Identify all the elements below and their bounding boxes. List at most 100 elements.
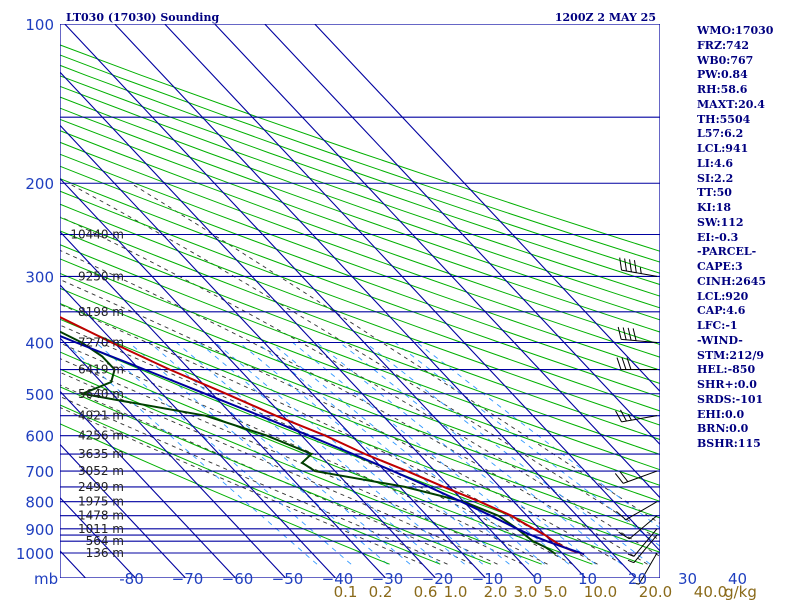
wind-barb-flag xyxy=(615,410,622,423)
moist-adiabat xyxy=(60,279,623,565)
isotherm xyxy=(261,552,286,578)
height-label: 3052 m xyxy=(78,464,124,478)
mixing-ratio-label: 0.1 xyxy=(334,583,358,600)
temperature-label: −30 xyxy=(372,570,404,588)
stat-item: WMO:17030 xyxy=(697,24,774,37)
mixing-ratio-label: 0.6 xyxy=(414,583,438,600)
height-label: 5640 m xyxy=(78,387,124,401)
pressure-label: 700 xyxy=(25,463,54,481)
stat-item: RH:58.6 xyxy=(697,83,748,96)
stat-item: TH:5504 xyxy=(697,112,751,126)
stat-item: SRDS:-101 xyxy=(697,392,764,406)
pressure-label: 300 xyxy=(25,268,54,286)
height-label: 1975 m xyxy=(78,495,124,509)
isotherm xyxy=(60,443,163,554)
pressure-label: 200 xyxy=(25,175,54,193)
mixing-ratio-line xyxy=(365,342,651,565)
stat-item: SW:112 xyxy=(697,215,744,229)
mixing-ratio-line xyxy=(238,342,510,565)
wind-barb-flag xyxy=(619,471,629,482)
mixing-ratio-line xyxy=(316,342,596,565)
mixing-ratio-line xyxy=(176,342,441,565)
parcel-line xyxy=(60,334,585,556)
wind-barb-flag xyxy=(632,328,637,341)
dry-adiabat xyxy=(60,258,660,486)
temperature-line xyxy=(60,315,585,556)
pressure-label: 900 xyxy=(25,521,54,539)
wind-barb xyxy=(632,552,658,585)
wind-barb-staff xyxy=(625,501,658,521)
isotherm xyxy=(60,230,363,554)
stat-item: LCL:941 xyxy=(697,142,749,155)
isotherm xyxy=(211,552,236,578)
wind-barb-staff xyxy=(638,552,658,585)
wind-barb-flag xyxy=(627,327,632,341)
wind-barb xyxy=(627,534,658,564)
isotherm xyxy=(0,0,12,553)
wind-barb xyxy=(616,501,658,521)
isotherm xyxy=(263,24,660,446)
wind-barb xyxy=(618,515,658,540)
pressure-label: 400 xyxy=(25,334,54,352)
stat-item: -WIND- xyxy=(697,333,743,347)
wind-barb xyxy=(616,357,657,371)
moist-adiabat xyxy=(60,396,448,565)
stat-item: EHI:0.0 xyxy=(697,407,745,421)
isotherm xyxy=(60,390,213,554)
dry-adiabat xyxy=(60,386,492,565)
dry-adiabat xyxy=(60,64,660,274)
moist-adiabat xyxy=(68,182,660,541)
stat-item: LI:4.6 xyxy=(697,156,734,170)
isotherm xyxy=(113,24,613,554)
wind-barb xyxy=(627,528,658,557)
stat-item: EI:-0.3 xyxy=(697,230,739,244)
stat-item: -PARCEL- xyxy=(697,245,757,259)
mixing-ratio-label: 3.0 xyxy=(514,583,538,600)
mixing-ratio-line xyxy=(416,342,660,529)
mixing-ratio-line xyxy=(214,342,484,565)
dry-adiabat xyxy=(60,130,660,346)
stat-item: BRN:0.0 xyxy=(697,422,749,436)
dry-adiabat xyxy=(60,118,660,333)
dry-adiabat xyxy=(60,96,660,309)
stat-item: TT:50 xyxy=(697,186,732,200)
stat-item: SHR+:0.0 xyxy=(697,378,757,391)
moist-adiabat xyxy=(60,342,548,565)
stat-item: HEL:-850 xyxy=(697,363,756,377)
dry-adiabat xyxy=(60,230,660,455)
mixing-ratio-line xyxy=(256,342,530,565)
mixing-ratio-label: 40.0 xyxy=(694,583,727,600)
wind-barb-half-flag xyxy=(627,414,632,421)
moist-adiabat xyxy=(60,215,660,557)
wind-barb xyxy=(617,326,658,343)
wind-barb-staff xyxy=(629,515,658,540)
moist-adiabat xyxy=(60,358,523,565)
stat-item: LFC:-1 xyxy=(697,319,738,332)
temperature-label: 30 xyxy=(678,570,697,588)
wind-barb-flag xyxy=(633,260,637,273)
moist-adiabat xyxy=(60,324,573,565)
mixing-ratio-label: g/kg xyxy=(724,583,757,600)
height-label: 10440 m xyxy=(70,228,124,242)
wind-barb-staff xyxy=(623,470,658,484)
height-label: 7270 m xyxy=(78,335,124,349)
wind-barb-half-flag xyxy=(627,559,635,564)
mixing-ratio-label: 5.0 xyxy=(544,583,568,600)
dry-adiabat xyxy=(60,203,660,426)
mixing-ratio-label: 10.0 xyxy=(584,583,617,600)
wind-barb-half-flag xyxy=(632,582,640,585)
wind-barb xyxy=(615,409,658,423)
wind-barb-staff xyxy=(621,415,658,423)
isotherm xyxy=(213,24,660,499)
chart-time: 1200Z 2 MAY 25 xyxy=(555,11,656,24)
temperature-label: −20 xyxy=(422,570,454,588)
dry-adiabat xyxy=(60,318,660,553)
height-label: 564 m xyxy=(86,534,124,548)
pressure-unit-label: mb xyxy=(34,570,58,588)
wind-barb-staff xyxy=(633,528,658,557)
plot-border xyxy=(60,24,660,578)
height-label: 4921 m xyxy=(78,409,124,423)
wind-barb-staff xyxy=(621,269,658,277)
